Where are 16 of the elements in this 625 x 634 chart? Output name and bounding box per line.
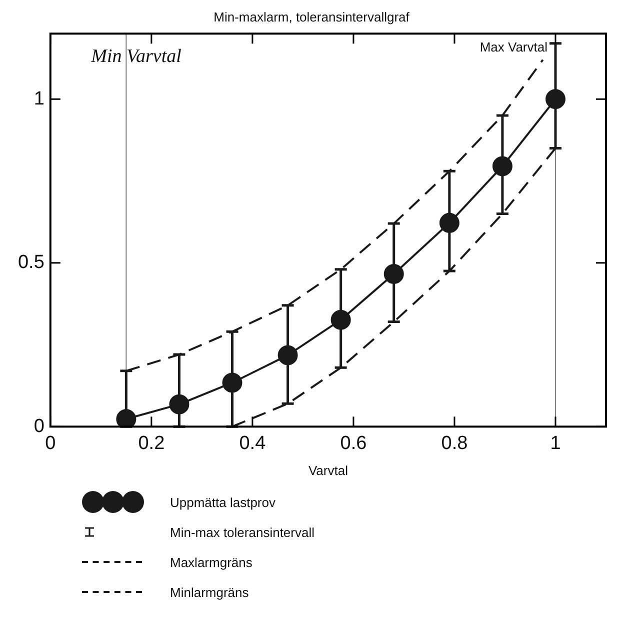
- text: Min-max toleransintervall: [170, 524, 314, 540]
- chart-title: Min-maxlarm, toleransintervallgraf: [214, 9, 410, 24]
- x-tick-label: 1: [550, 433, 561, 454]
- legend-label: Maxlarmgräns: [170, 554, 252, 570]
- x-tick-label: 0.6: [340, 433, 367, 454]
- legend-label: Uppmätta lastprov: [170, 494, 276, 510]
- x-axis-title: Varvtal: [308, 462, 348, 478]
- x-tick-label: 0.8: [441, 433, 468, 454]
- y-tick-label: 1: [34, 88, 44, 110]
- ref-line-label: Max Varvtal: [480, 40, 548, 55]
- x-tick-label: 0.4: [239, 433, 266, 454]
- ref-line-label: Min Varvtal: [90, 46, 182, 68]
- legend-label: Minlarmgräns: [170, 584, 249, 600]
- x-tick-label: 0.2: [138, 433, 165, 454]
- y-tick-label: 0.5: [18, 252, 44, 274]
- y-tick-label: 0: [34, 416, 44, 437]
